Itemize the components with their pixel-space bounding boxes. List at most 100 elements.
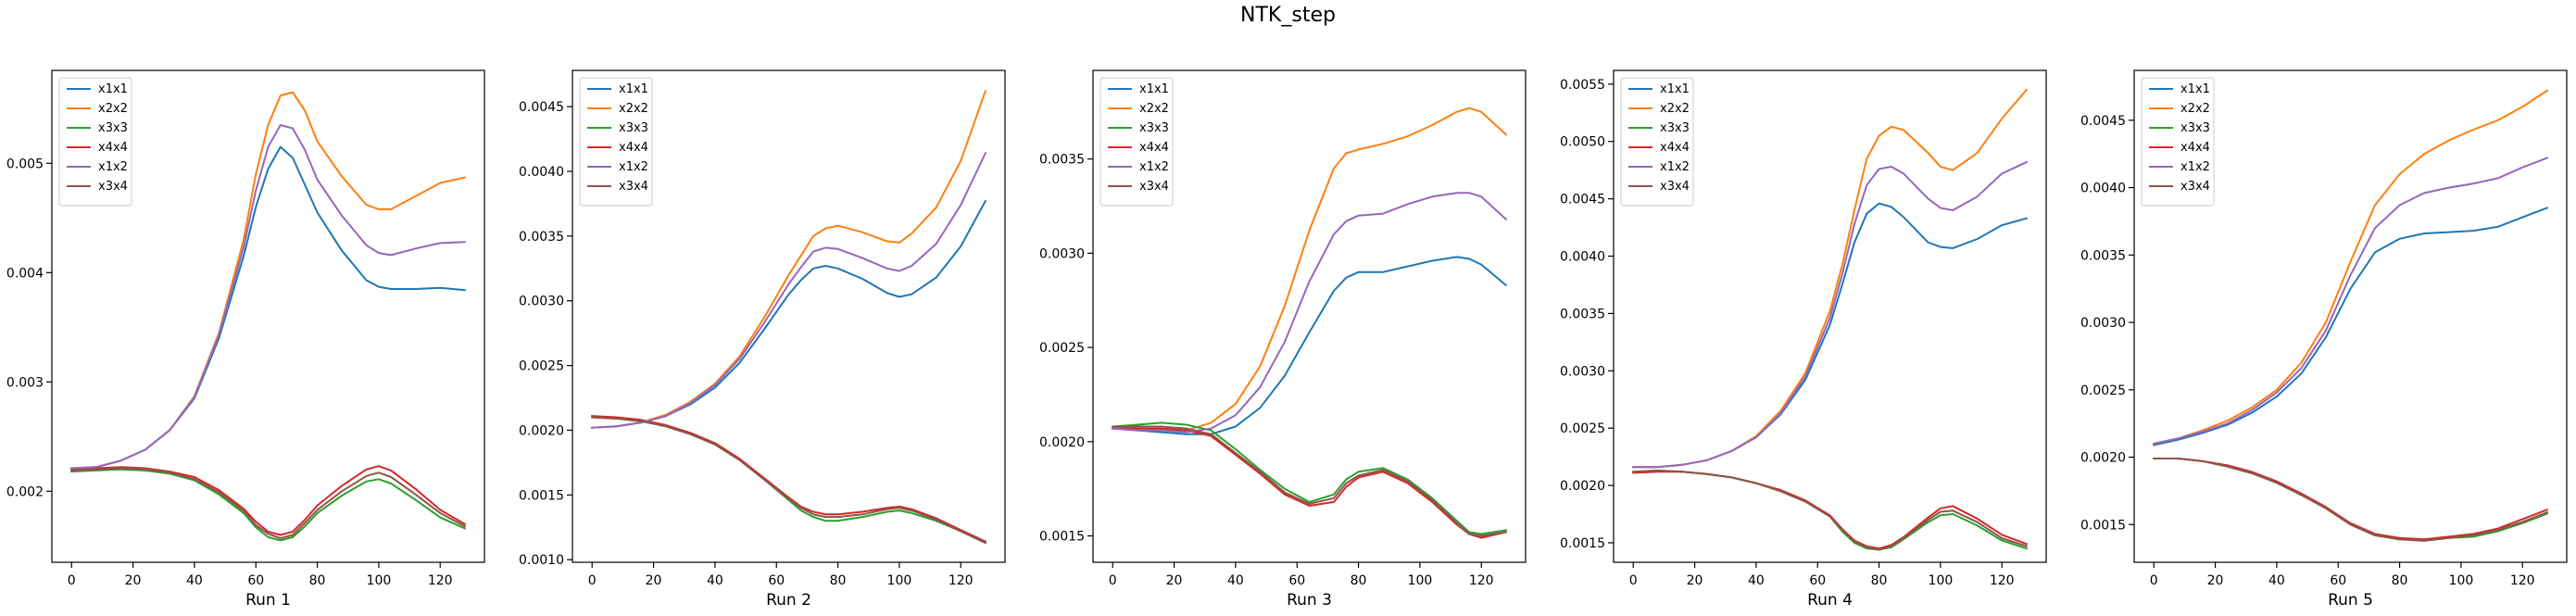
x-tick-label: 120 xyxy=(428,573,453,588)
legend-label-x1x2: x1x2 xyxy=(619,160,648,174)
x-tick-label: 100 xyxy=(1929,573,1954,588)
y-tick-label: 0.0020 xyxy=(1560,479,1605,494)
legend-label-x2x2: x2x2 xyxy=(1139,102,1169,116)
legend-label-x1x2: x1x2 xyxy=(98,160,128,174)
legend-label-x4x4: x4x4 xyxy=(2180,141,2210,155)
x-tick-label: 40 xyxy=(707,573,723,588)
x-axis-label: Run 5 xyxy=(2328,591,2373,610)
x-tick-label: 20 xyxy=(1166,573,1183,588)
y-tick-label: 0.0040 xyxy=(519,165,564,180)
x-tick-label: 20 xyxy=(125,573,142,588)
legend-label-x4x4: x4x4 xyxy=(1660,141,1690,155)
legend-label-x1x1: x1x1 xyxy=(1660,82,1690,96)
x-tick-label: 60 xyxy=(247,573,264,588)
legend-label-x1x1: x1x1 xyxy=(98,82,128,96)
legend-label-x3x4: x3x4 xyxy=(1139,180,1169,194)
x-axis-label: Run 3 xyxy=(1287,591,1332,610)
legend-label-x1x2: x1x2 xyxy=(1139,160,1169,174)
series-line-x3x4 xyxy=(71,469,465,539)
y-tick-label: 0.0050 xyxy=(1560,135,1605,150)
series-line-x1x1 xyxy=(1633,204,2027,468)
x-tick-label: 40 xyxy=(1227,573,1244,588)
legend-label-x1x1: x1x1 xyxy=(1139,82,1169,96)
series-line-x4x4 xyxy=(1633,471,2027,548)
y-tick-label: 0.0030 xyxy=(519,295,564,309)
legend-label-x1x2: x1x2 xyxy=(1660,160,1690,174)
series-line-x3x4 xyxy=(1633,471,2027,549)
x-tick-label: 100 xyxy=(1408,573,1433,588)
x-tick-label: 0 xyxy=(68,573,76,588)
x-tick-label: 80 xyxy=(1871,573,1888,588)
series-line-x4x4 xyxy=(592,416,986,541)
x-axis-label: Run 2 xyxy=(766,591,811,610)
x-tick-label: 20 xyxy=(2207,573,2224,588)
y-tick-label: 0.0015 xyxy=(1560,536,1605,551)
x-tick-label: 40 xyxy=(2268,573,2285,588)
x-tick-label: 60 xyxy=(1809,573,1826,588)
x-tick-label: 0 xyxy=(2150,573,2158,588)
x-tick-label: 0 xyxy=(1629,573,1638,588)
legend-label-x2x2: x2x2 xyxy=(2180,102,2210,116)
series-line-x1x2 xyxy=(1633,162,2027,467)
subplot-run-1: 0 20 40 60 80 100 120 0.002 0.003 0.004 0.005 Run 1… xyxy=(6,70,484,610)
legend-label-x3x3: x3x3 xyxy=(1139,121,1169,135)
legend-label-x3x4: x3x4 xyxy=(619,180,648,194)
legend-label-x1x1: x1x1 xyxy=(619,82,648,96)
y-tick-label: 0.0020 xyxy=(519,423,564,438)
x-tick-label: 120 xyxy=(1469,573,1494,588)
series-line-x3x3 xyxy=(2154,459,2547,541)
x-tick-label: 60 xyxy=(2330,573,2346,588)
series-line-x3x3 xyxy=(592,418,986,544)
y-tick-label: 0.0025 xyxy=(519,359,564,374)
y-tick-label: 0.0040 xyxy=(1560,250,1605,265)
series-line-x3x4 xyxy=(592,418,986,544)
subplot-run-3: 0 20 40 60 80 100 120 0.0015 0.0020 0.0025 0.0030 0… xyxy=(1039,70,1526,610)
x-tick-label: 0 xyxy=(588,573,597,588)
y-tick-label: 0.0015 xyxy=(519,488,564,503)
subplot-run-5: 0 20 40 60 80 100 1200.00150.00200.00250.00300… xyxy=(2080,70,2567,610)
series-line-x4x4 xyxy=(1112,429,1506,538)
subplot-run-2: 0 20 40 60 80 100 120 0.0010 0.0015 0.0020 0.0025 0… xyxy=(519,70,1005,610)
x-tick-label: 80 xyxy=(309,573,326,588)
series-line-x3x4 xyxy=(1112,427,1506,536)
y-tick-label: 0.0045 xyxy=(2080,114,2126,129)
y-tick-label: 0.005 xyxy=(6,157,44,171)
legend-label-x4x4: x4x4 xyxy=(1139,141,1169,155)
subplot-run-4: 0 20 40 60 80 100 120 0.0015 0.0020 0.0025 0.0030 0… xyxy=(1560,70,2046,610)
y-tick-label: 0.0015 xyxy=(2080,518,2126,533)
legend-label-x1x1: x1x1 xyxy=(2180,82,2210,96)
x-tick-label: 0 xyxy=(1109,573,1117,588)
y-tick-label: 0.0045 xyxy=(1560,193,1605,207)
x-tick-label: 60 xyxy=(768,573,785,588)
y-tick-label: 0.0030 xyxy=(2080,316,2126,331)
x-tick-label: 120 xyxy=(1990,573,2015,588)
y-tick-label: 0.0020 xyxy=(2080,451,2126,466)
legend-label-x4x4: x4x4 xyxy=(98,141,128,155)
legend-label-x1x2: x1x2 xyxy=(2180,160,2210,174)
series-line-x3x3 xyxy=(71,470,465,541)
x-axis-label: Run 1 xyxy=(245,591,291,610)
y-tick-label: 0.0035 xyxy=(2080,248,2126,263)
legend-label-x3x4: x3x4 xyxy=(1660,180,1690,194)
x-axis-label: Run 4 xyxy=(1807,591,1853,610)
x-tick-label: 120 xyxy=(2510,573,2535,588)
series-line-x4x4 xyxy=(71,466,465,534)
x-tick-label: 100 xyxy=(887,573,912,588)
x-tick-label: 100 xyxy=(367,573,392,588)
x-tick-label: 80 xyxy=(2392,573,2408,588)
legend-label-x2x2: x2x2 xyxy=(1660,102,1690,116)
legend-label-x3x3: x3x3 xyxy=(619,121,648,135)
legend-label-x3x4: x3x4 xyxy=(98,180,128,194)
y-tick-label: 0.002 xyxy=(6,484,44,499)
x-tick-label: 60 xyxy=(1288,573,1305,588)
legend-label-x3x4: x3x4 xyxy=(2180,180,2210,194)
series-line-x3x3 xyxy=(1633,471,2027,549)
x-tick-label: 120 xyxy=(949,573,974,588)
y-tick-label: 0.0035 xyxy=(1560,307,1605,321)
legend-label-x3x3: x3x3 xyxy=(2180,121,2210,135)
series-line-x4x4 xyxy=(2154,459,2547,539)
legend-label-x4x4: x4x4 xyxy=(619,141,648,155)
x-tick-label: 20 xyxy=(646,573,662,588)
y-tick-label: 0.0030 xyxy=(1560,364,1605,379)
